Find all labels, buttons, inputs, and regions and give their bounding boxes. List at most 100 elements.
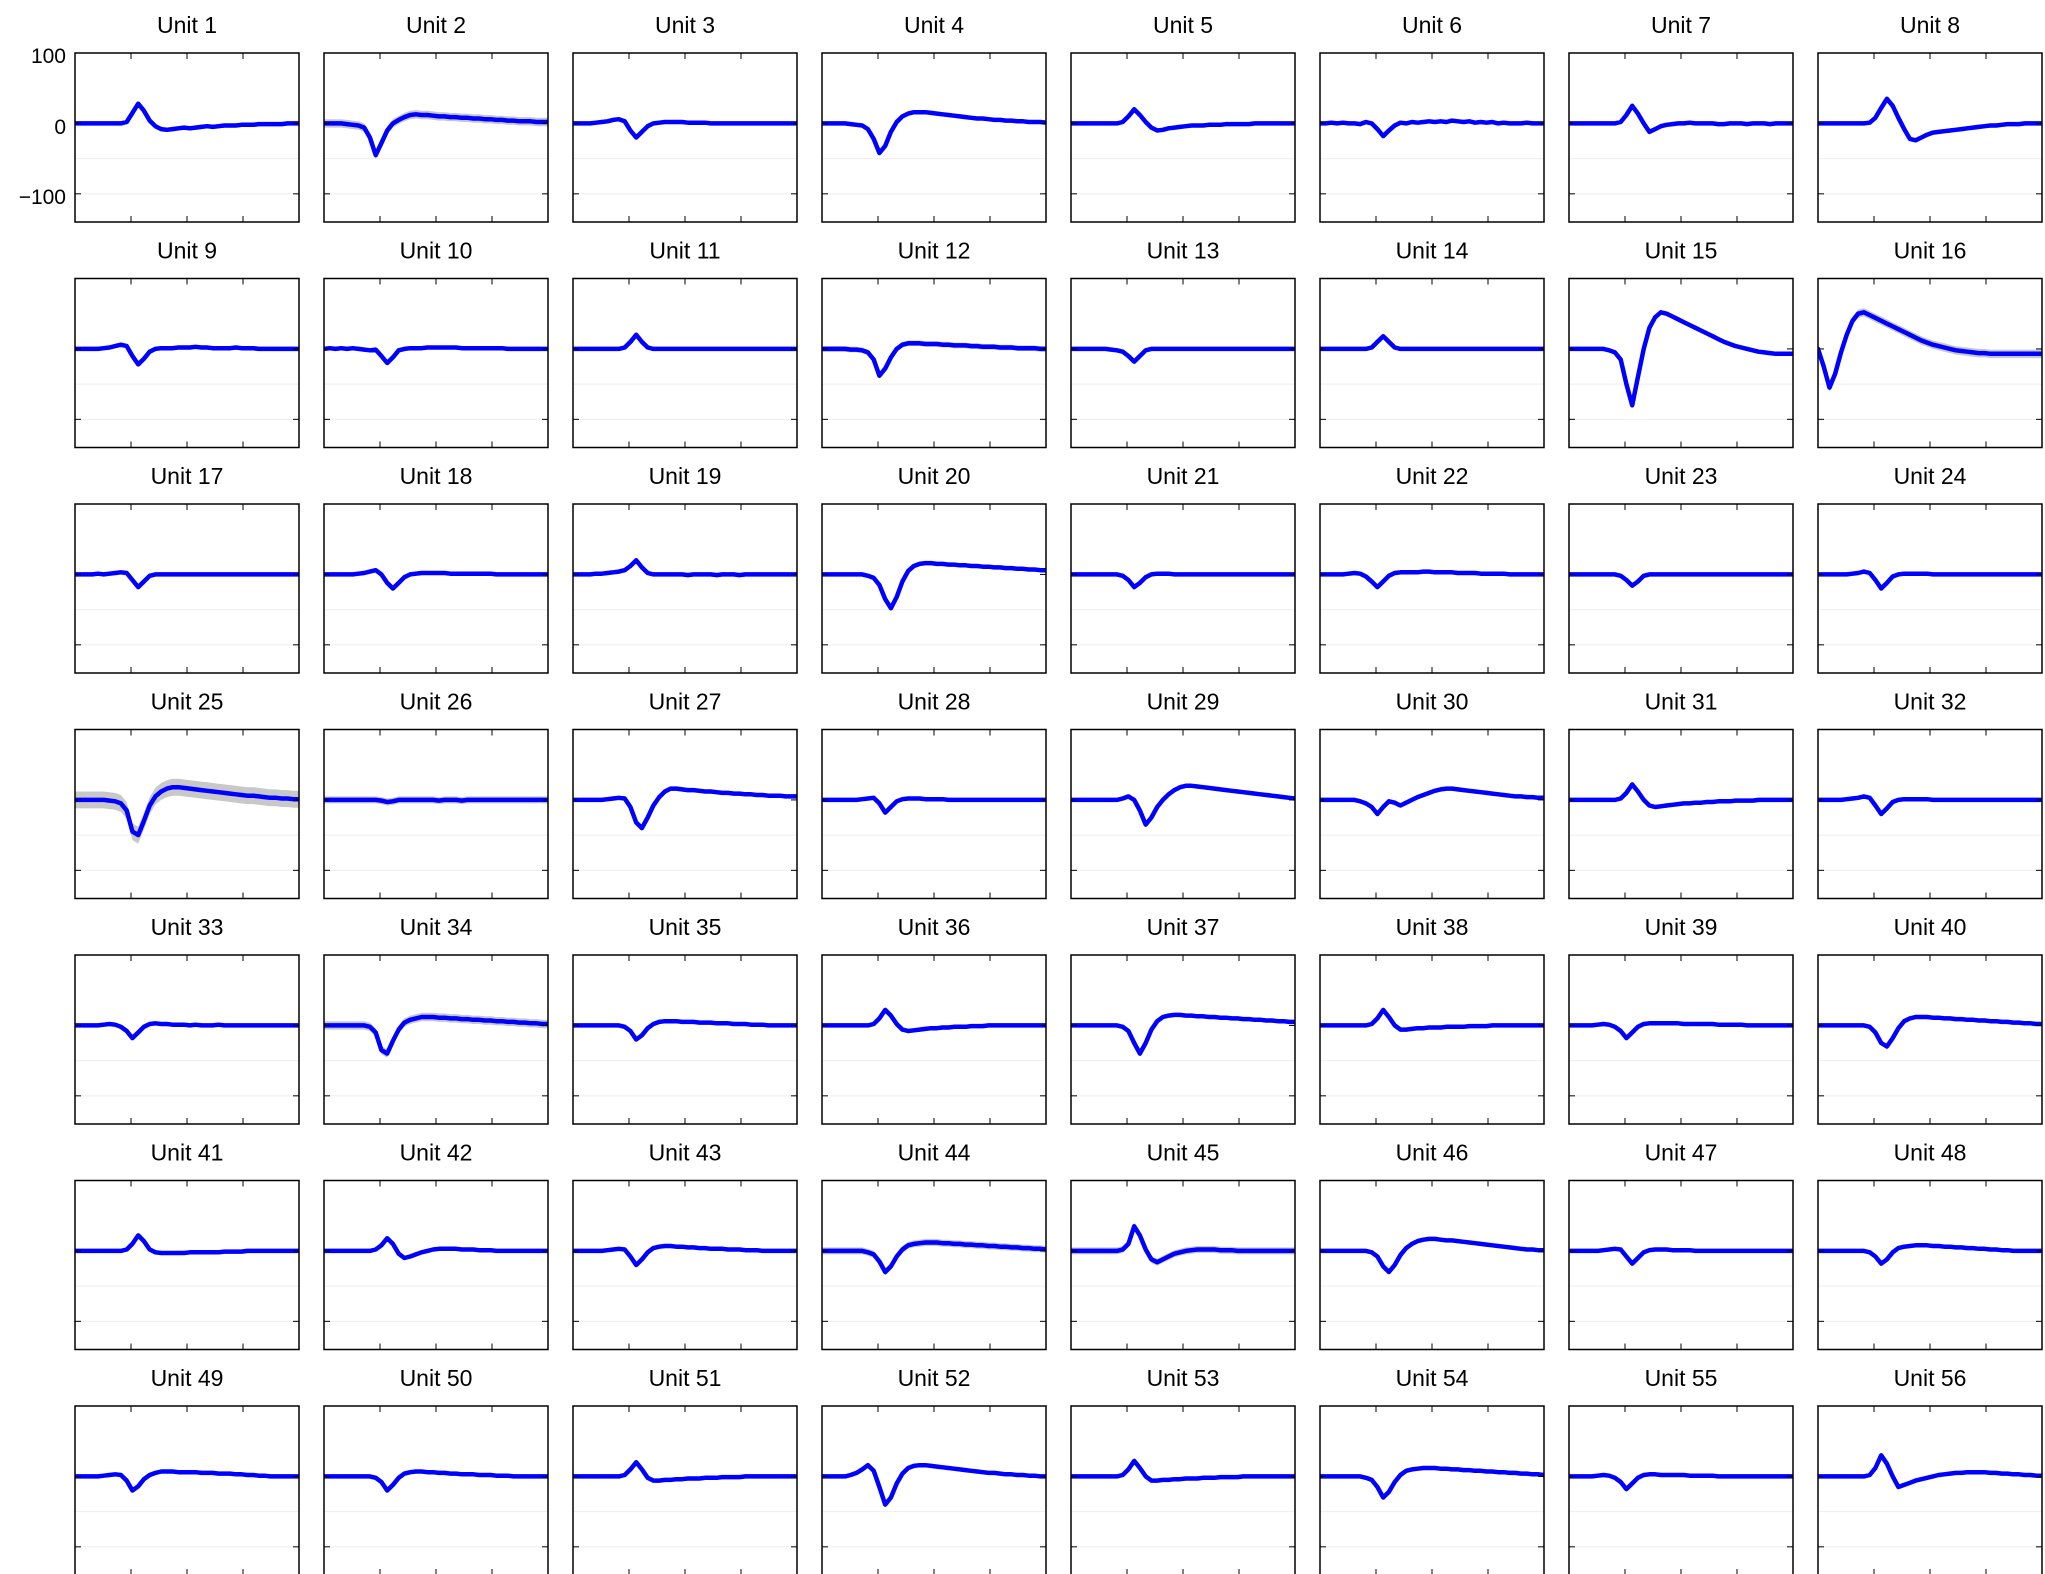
panel-title: Unit 47 xyxy=(1645,1140,1718,1166)
plot-area xyxy=(1320,569,1544,646)
sd-band xyxy=(1569,104,1793,134)
panel-title: Unit 48 xyxy=(1894,1140,1967,1166)
unit-panel: Unit 33 xyxy=(74,914,300,1125)
unit-panel: Unit 21 xyxy=(1070,463,1296,674)
panel-title: Unit 5 xyxy=(1153,12,1213,38)
unit-panel: Unit 3 xyxy=(572,12,798,223)
axes-box xyxy=(1817,728,2043,900)
panel-title: Unit 39 xyxy=(1645,914,1718,940)
axes-box xyxy=(323,52,549,223)
panel-title: Unit 16 xyxy=(1894,238,1967,264)
unit-panel: Unit 45 xyxy=(1070,1140,1296,1351)
unit-panel: Unit 14 xyxy=(1319,238,1545,449)
unit-panel: Unit 40 xyxy=(1817,914,2043,1125)
plot-area xyxy=(1818,1453,2042,1548)
axes-box xyxy=(1568,954,1794,1125)
unit-panel: Unit 35 xyxy=(572,914,798,1125)
unit-panel: Unit 15 xyxy=(1568,238,1794,449)
unit-panel: Unit 50 xyxy=(323,1365,549,1574)
mean-waveform-line xyxy=(1320,333,1544,352)
unit-panel: Unit 16 xyxy=(1817,238,2043,449)
panel-title: Unit 46 xyxy=(1396,1140,1469,1166)
panel-title: Unit 23 xyxy=(1645,463,1718,489)
panel-title: Unit 26 xyxy=(400,689,473,715)
axes-box xyxy=(572,954,798,1125)
axes-box xyxy=(821,1179,1047,1351)
mean-waveform-line xyxy=(1071,1012,1295,1056)
panel-title: Unit 8 xyxy=(1900,12,1960,38)
panel-title: Unit 50 xyxy=(400,1365,473,1391)
panel-title: Unit 12 xyxy=(898,238,971,264)
mean-waveform-line xyxy=(1818,1453,2042,1490)
mean-waveform-line xyxy=(822,109,1046,156)
unit-panel: Unit 4 xyxy=(821,12,1047,223)
mean-waveform-line xyxy=(1569,103,1793,135)
mean-waveform-line xyxy=(1320,1007,1544,1032)
axes-box xyxy=(572,277,798,449)
mean-waveform-line xyxy=(1320,118,1544,139)
unit-panel: Unit 27 xyxy=(572,689,798,900)
plot-area xyxy=(1071,1222,1295,1322)
axes-box xyxy=(74,728,300,900)
panel-title: Unit 56 xyxy=(1894,1365,1967,1391)
panel-title: Unit 11 xyxy=(649,238,720,264)
mean-waveform-line xyxy=(1071,1224,1295,1265)
axes-box xyxy=(572,52,798,223)
axes-box xyxy=(1817,503,2043,674)
axes-box xyxy=(1319,954,1545,1125)
mean-waveform-line xyxy=(324,567,548,591)
axes-box xyxy=(323,1179,549,1351)
panel-title: Unit 7 xyxy=(1651,12,1711,38)
panel-title: Unit 14 xyxy=(1396,238,1469,264)
axes-box xyxy=(1319,728,1545,900)
plot-area xyxy=(822,1462,1046,1548)
panel-title: Unit 4 xyxy=(904,12,964,38)
mean-waveform-line xyxy=(573,1460,797,1483)
mean-waveform-line xyxy=(573,116,797,140)
plot-area xyxy=(573,332,797,420)
mean-waveform-line xyxy=(1569,1021,1793,1041)
plot-area xyxy=(1818,1014,2042,1097)
axes-box xyxy=(1319,277,1545,449)
mean-waveform-line xyxy=(324,112,548,158)
plot-area xyxy=(1569,1021,1793,1097)
unit-panel: Unit 43 xyxy=(572,1140,798,1351)
axes-box xyxy=(1817,1179,2043,1351)
panel-title: Unit 27 xyxy=(649,689,722,715)
unit-panel: Unit 56 xyxy=(1817,1365,2043,1574)
unit-panel: Unit 37 xyxy=(1070,914,1296,1125)
panel-title: Unit 42 xyxy=(400,1140,473,1166)
unit-panel: Unit 23 xyxy=(1568,463,1794,674)
plot-area xyxy=(1320,1007,1544,1097)
axes-box xyxy=(1568,277,1794,449)
axes-box xyxy=(74,52,300,223)
axes-box xyxy=(1568,1179,1794,1351)
axes-box xyxy=(821,954,1047,1125)
plot-area xyxy=(75,1233,299,1322)
mean-waveform-line xyxy=(573,786,797,831)
axes-box xyxy=(1070,728,1296,900)
unit-panel: Unit 32 xyxy=(1817,689,2043,900)
axes-box xyxy=(572,1179,798,1351)
plot-area xyxy=(1071,346,1295,420)
axes-box xyxy=(1568,728,1794,900)
unit-panel: Unit 51 xyxy=(572,1365,798,1574)
unit-panel: Unit 46 xyxy=(1319,1140,1545,1351)
axes-box xyxy=(821,1405,1047,1574)
unit-panel: Unit 2 xyxy=(323,12,549,223)
panel-title: Unit 30 xyxy=(1396,689,1469,715)
plot-area xyxy=(822,795,1046,871)
sd-band xyxy=(1818,1453,2042,1489)
unit-panel: Unit 29 xyxy=(1070,689,1296,900)
mean-waveform-line xyxy=(75,570,299,590)
panel-title: Unit 29 xyxy=(1147,689,1220,715)
mean-waveform-line xyxy=(75,784,299,838)
panel-title: Unit 49 xyxy=(151,1365,224,1391)
unit-panel: Unit 20 xyxy=(821,463,1047,674)
unit-panel: Unit 42 xyxy=(323,1140,549,1351)
plot-area xyxy=(1569,1246,1793,1322)
plot-area xyxy=(1320,1465,1544,1548)
unit-panel: Unit 9 xyxy=(74,238,300,449)
mean-waveform-line xyxy=(573,332,797,352)
